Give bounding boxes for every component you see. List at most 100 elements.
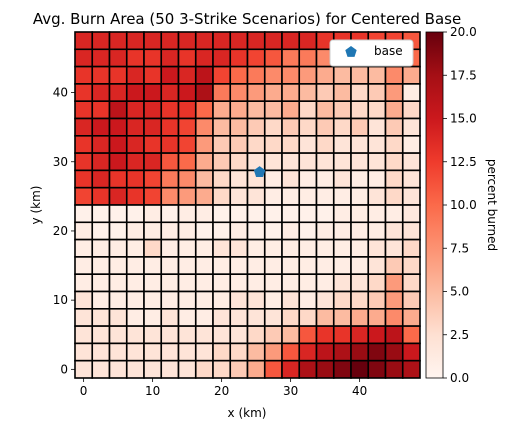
heatmap-cell <box>298 31 318 51</box>
heatmap-cell <box>281 273 301 293</box>
heatmap-cell <box>125 117 145 137</box>
heatmap-cell <box>177 83 197 103</box>
heatmap-cell <box>315 221 335 241</box>
heatmap-cell <box>229 204 249 224</box>
heatmap-cell <box>281 186 301 206</box>
heatmap-cell <box>384 83 404 103</box>
heatmap-cell <box>263 117 283 137</box>
plot-frame <box>74 31 421 379</box>
heatmap-cell <box>350 238 370 258</box>
heatmap-cell <box>384 290 404 310</box>
heatmap-cell <box>384 256 404 275</box>
heatmap-cell <box>74 31 94 51</box>
heatmap-cell <box>246 186 266 206</box>
heatmap-cell <box>143 359 163 379</box>
heatmap-cell <box>298 169 318 189</box>
heatmap-cell <box>160 135 180 154</box>
heatmap-cell <box>281 359 301 379</box>
heatmap-cell <box>246 238 266 258</box>
heatmap-cell <box>229 100 249 120</box>
heatmap-cell <box>125 100 145 120</box>
heatmap-cell <box>108 169 128 189</box>
heatmap-cell <box>350 342 370 362</box>
heatmap-cell <box>108 273 128 293</box>
heatmap-cell <box>315 307 335 327</box>
heatmap-cell <box>212 169 232 189</box>
heatmap-cell <box>229 117 249 137</box>
heatmap-cell <box>401 221 421 241</box>
heatmap-cell <box>263 83 283 103</box>
heatmap-cell <box>229 65 249 85</box>
heatmap-cell <box>108 135 128 154</box>
heatmap-cell <box>143 31 163 51</box>
heatmap-cell <box>281 135 301 154</box>
heatmap-cell <box>298 204 318 224</box>
heatmap-cell <box>298 256 318 275</box>
heatmap-cell <box>194 273 214 293</box>
heatmap-cell <box>177 238 197 258</box>
heatmap-cell <box>194 204 214 224</box>
heatmap-cell <box>367 290 387 310</box>
heatmap-cell <box>74 221 94 241</box>
heatmap-cell <box>177 100 197 120</box>
heatmap-cell <box>177 273 197 293</box>
heatmap-cell <box>246 256 266 275</box>
heatmap-cell <box>194 48 214 68</box>
heatmap-cell <box>384 204 404 224</box>
heatmap-cell <box>281 169 301 189</box>
heatmap-cell <box>229 186 249 206</box>
heatmap-cell <box>125 290 145 310</box>
heatmap-cell <box>91 152 111 172</box>
heatmap-cell <box>367 169 387 189</box>
heatmap-cell <box>160 238 180 258</box>
heatmap-cell <box>315 169 335 189</box>
heatmap-cell <box>401 273 421 293</box>
heatmap-cell <box>125 83 145 103</box>
heatmap-cell <box>74 238 94 258</box>
heatmap-cell <box>298 48 318 68</box>
heatmap-cell <box>74 307 94 327</box>
heatmap-cell <box>332 325 352 345</box>
heatmap-cell <box>367 221 387 241</box>
heatmap-cell <box>177 204 197 224</box>
heatmap-cell <box>160 169 180 189</box>
heatmap-cell <box>125 48 145 68</box>
heatmap-cell <box>298 83 318 103</box>
heatmap-cell <box>108 256 128 275</box>
heatmap-cell <box>74 152 94 172</box>
heatmap-cell <box>298 238 318 258</box>
heatmap-cell <box>212 238 232 258</box>
heatmap-cell <box>91 117 111 137</box>
x-axis: 0 10 20 30 40 <box>80 378 367 398</box>
heatmap-cell <box>263 359 283 379</box>
heatmap-cell <box>246 48 266 68</box>
heatmap-cell <box>229 359 249 379</box>
heatmap-cell <box>315 325 335 345</box>
heatmap-cell <box>143 169 163 189</box>
heatmap-cell <box>246 65 266 85</box>
heatmap-cell <box>229 307 249 327</box>
heatmap-cell <box>298 65 318 85</box>
heatmap-cell <box>91 135 111 154</box>
heatmap-cell <box>281 325 301 345</box>
x-tick-label: 0 <box>80 384 88 398</box>
heatmap-cell <box>384 117 404 137</box>
heatmap-cell <box>108 342 128 362</box>
heatmap-cell <box>160 359 180 379</box>
heatmap-cell <box>332 135 352 154</box>
heatmap-cell <box>367 152 387 172</box>
heatmap-cell <box>246 100 266 120</box>
heatmap-cell <box>91 342 111 362</box>
colorbar-tick-label: 2.5 <box>450 328 469 342</box>
heatmap-cell <box>315 65 335 85</box>
heatmap-cell <box>143 342 163 362</box>
heatmap-cell <box>384 221 404 241</box>
x-tick-label: 20 <box>214 384 229 398</box>
heatmap-cell <box>229 221 249 241</box>
heatmap-cell <box>74 325 94 345</box>
colorbar-tick-label: 5.0 <box>450 285 469 299</box>
heatmap-cell <box>177 221 197 241</box>
heatmap-cell <box>74 204 94 224</box>
heatmap-cell <box>125 325 145 345</box>
